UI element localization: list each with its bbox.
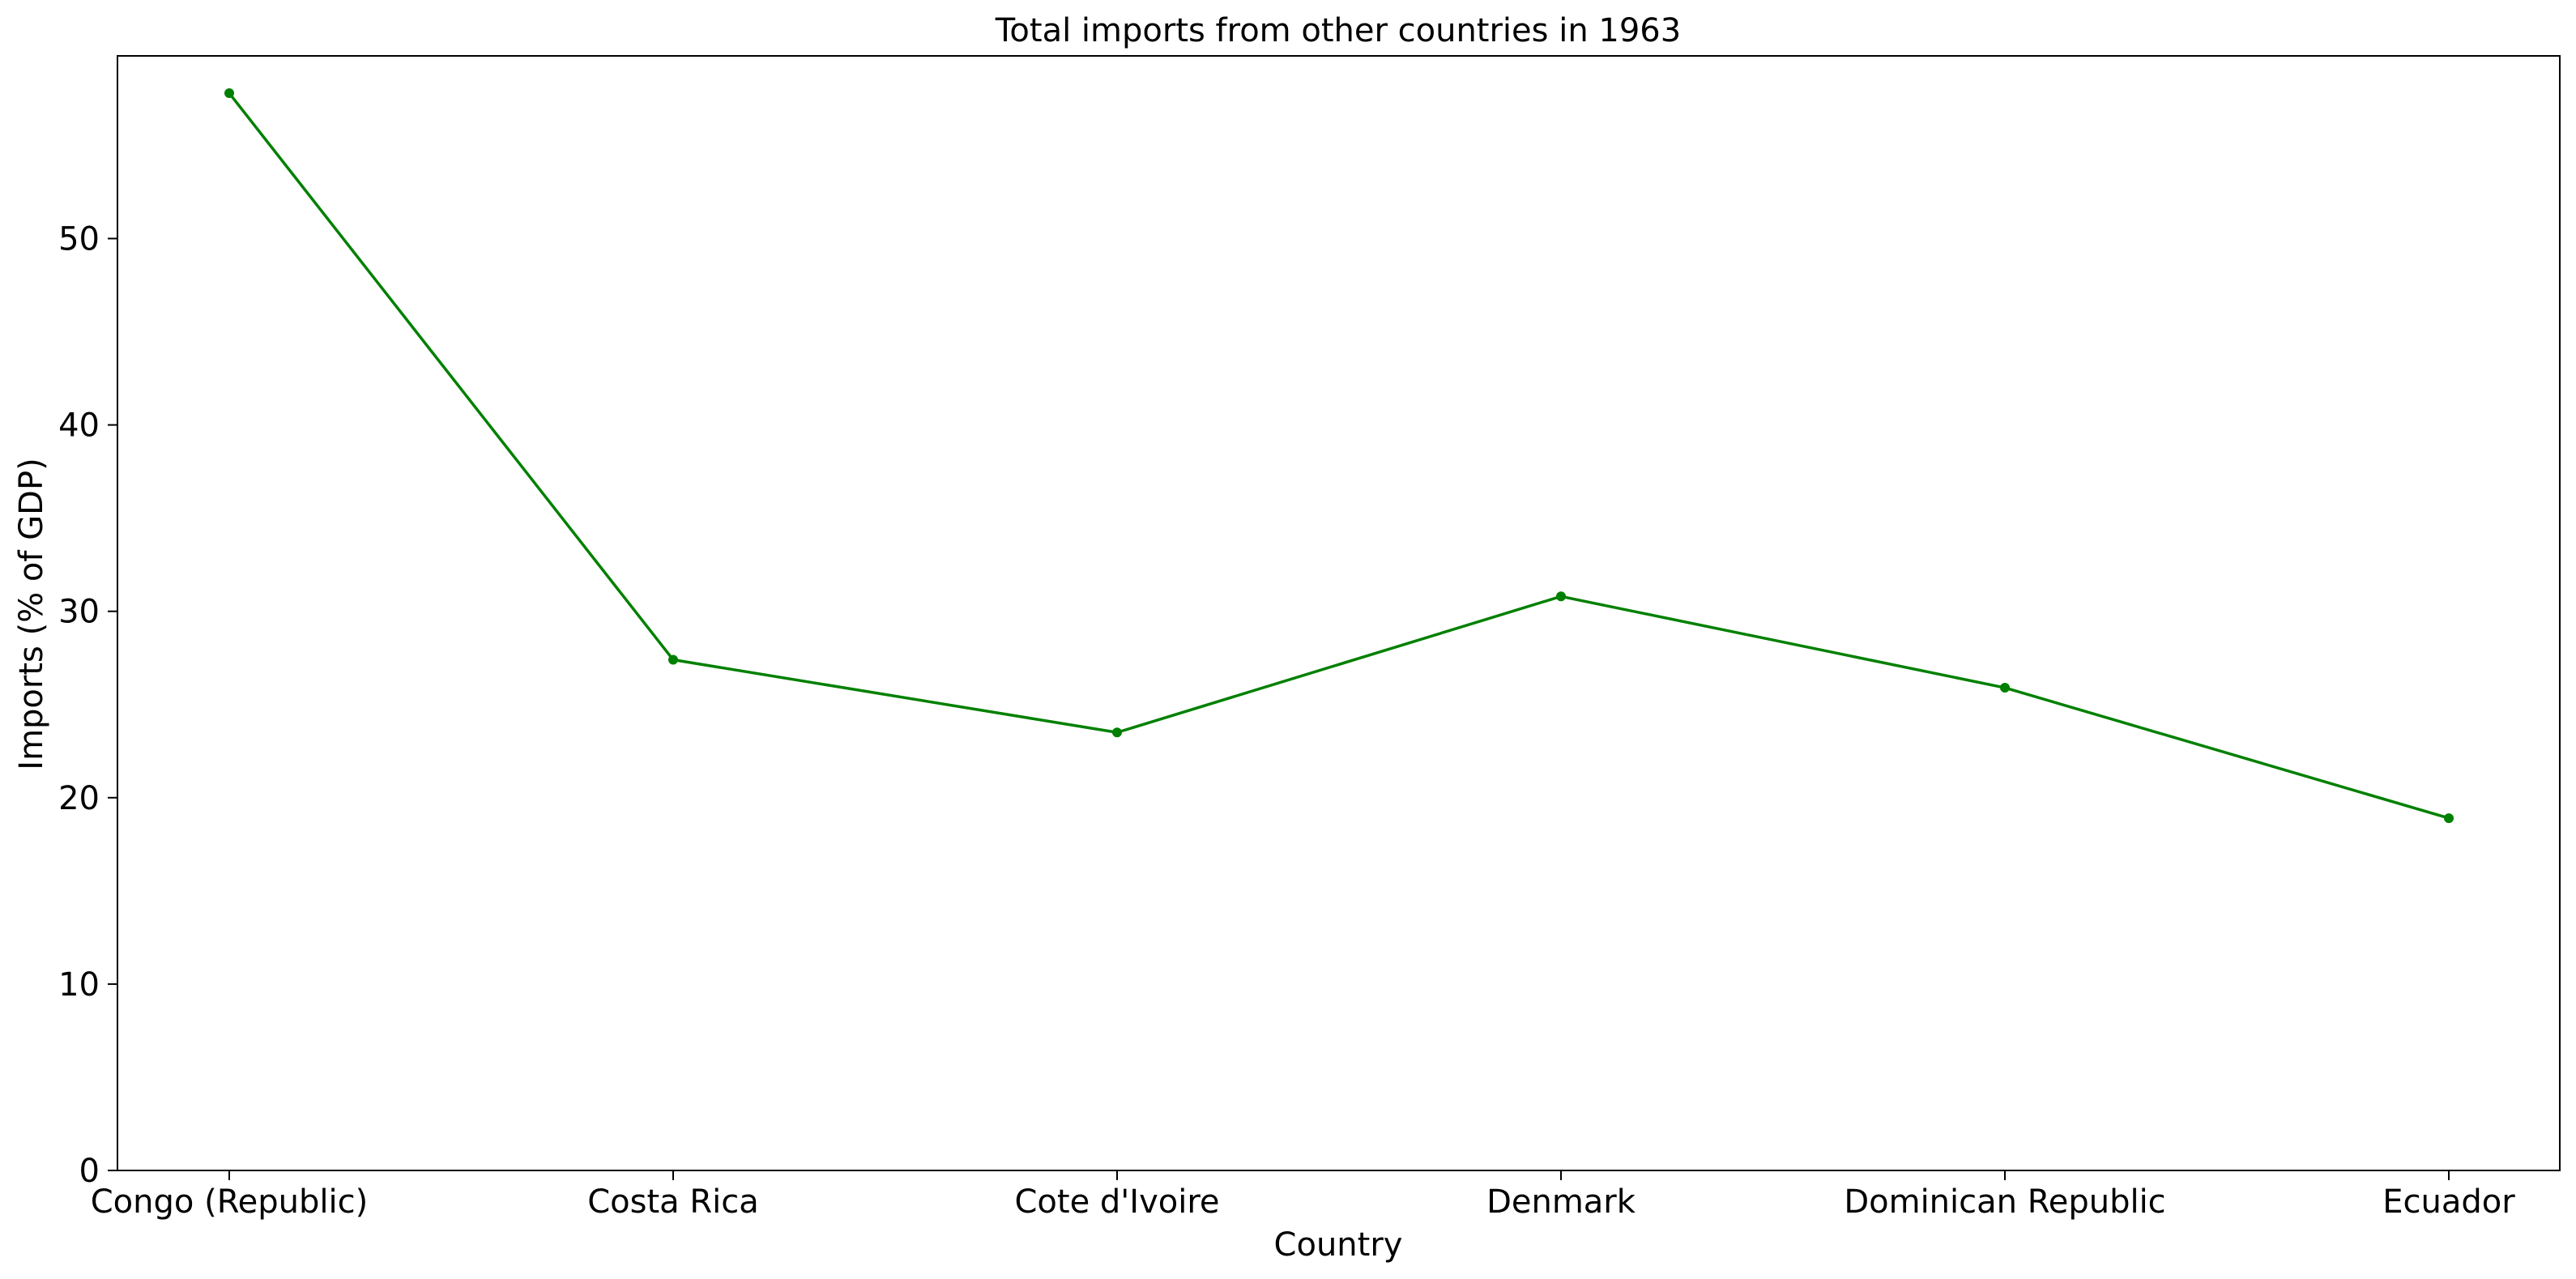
y-axis-label: Imports (% of GDP) (13, 458, 50, 770)
y-tick-label: 10 (58, 966, 100, 1004)
chart-title: Total imports from other countries in 19… (995, 12, 1681, 49)
y-tick-label: 30 (58, 594, 100, 631)
x-tick-label: Dominican Republic (1844, 1183, 2165, 1221)
x-tick-label: Congo (Republic) (91, 1183, 369, 1221)
data-point (1556, 591, 1566, 602)
data-point (1112, 727, 1122, 738)
x-tick-label: Cote d'Ivoire (1014, 1183, 1219, 1221)
data-point (224, 88, 234, 99)
y-tick-label: 40 (58, 407, 100, 445)
y-tick-label: 50 (58, 220, 100, 258)
data-point (668, 654, 678, 665)
x-tick-label: Denmark (1486, 1183, 1636, 1221)
y-tick-label: 0 (79, 1153, 100, 1190)
plot-area: 0 10 20 30 40 50 Congo (Republic) Costa Rica Cot… (58, 55, 2561, 1221)
data-point (2444, 813, 2454, 824)
y-tick-label: 20 (58, 780, 100, 817)
x-axis-label: Country (1274, 1226, 1403, 1264)
x-tick-label: Ecuador (2382, 1183, 2515, 1221)
data-point (2000, 683, 2010, 693)
series-line (228, 92, 2450, 820)
plot-frame (117, 55, 2561, 1171)
x-tick-label: Costa Rica (587, 1183, 759, 1221)
